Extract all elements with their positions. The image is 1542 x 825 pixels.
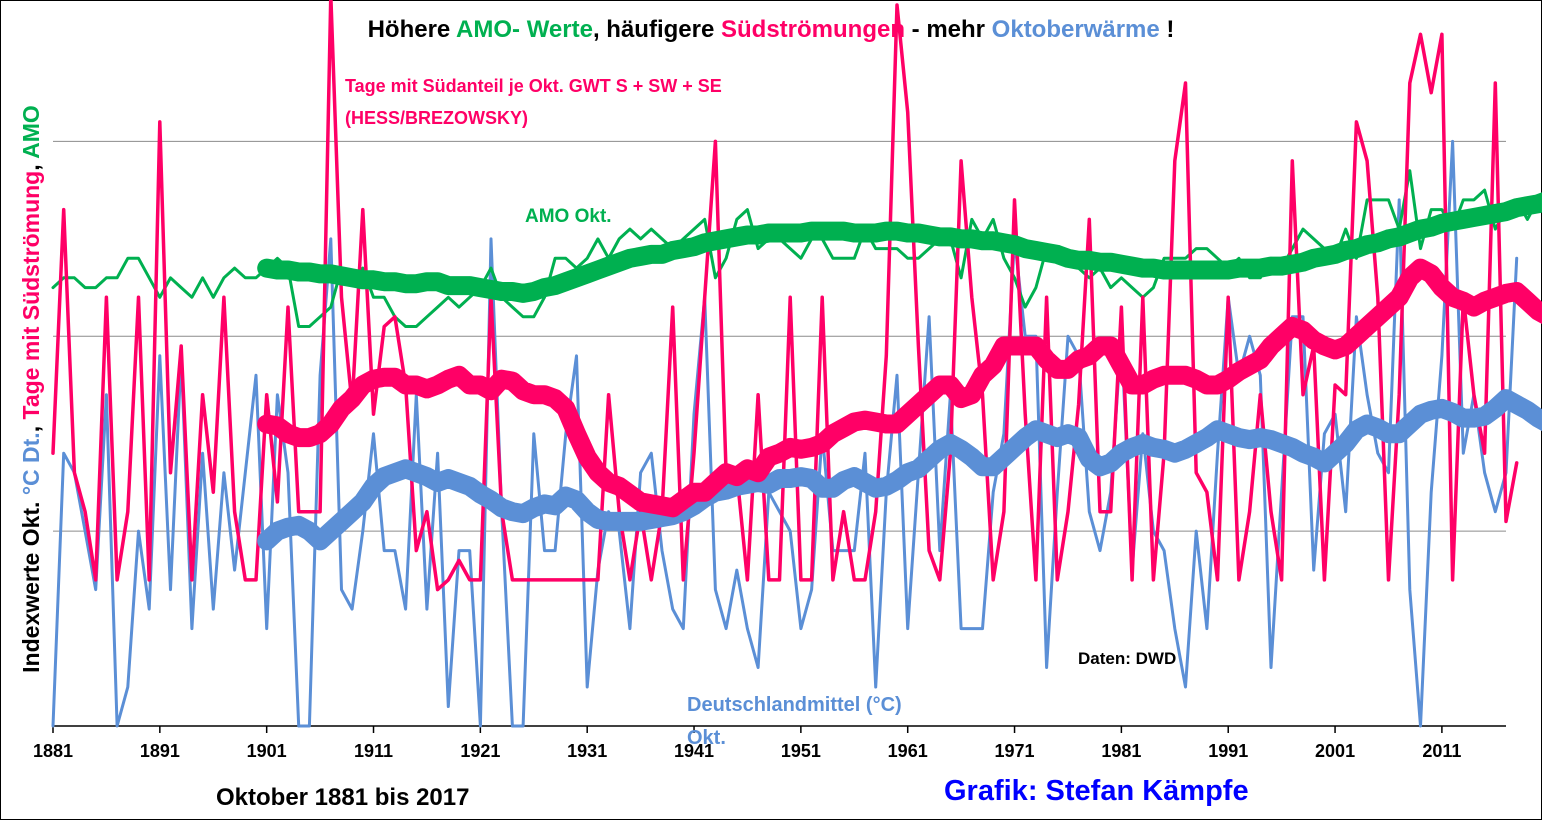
- y-axis-label-part: AMO: [18, 105, 44, 159]
- y-axis-label-part: ,: [18, 420, 44, 433]
- temp-annotation-line2: Okt.: [687, 727, 726, 749]
- x-tick-label: 2001: [1315, 741, 1355, 761]
- x-tick-label: 2011: [1422, 741, 1461, 761]
- credit-label: Grafik: Stefan Kämpfe: [944, 775, 1249, 807]
- x-tick-label: 1951: [781, 741, 821, 761]
- x-tick-label: 1881: [33, 741, 73, 761]
- x-tick-label: 1991: [1208, 741, 1248, 761]
- y-axis-label-part: Tage mit Südströmung: [18, 171, 44, 420]
- chart-title-part: Südströmungen: [721, 16, 905, 43]
- chart-title-part: , häufigere: [593, 16, 721, 43]
- x-tick-label: 1901: [247, 741, 287, 761]
- x-tick-label: 1891: [140, 741, 180, 761]
- y-axis-label-part: ,: [18, 159, 44, 171]
- x-tick-label: 1971: [995, 741, 1035, 761]
- chart-title-part: - mehr: [905, 16, 992, 43]
- y-axis-label: Indexwerte Okt. °C Dt., Tage mit Südströ…: [18, 105, 44, 673]
- x-tick-label: 1961: [888, 741, 928, 761]
- x-axis-label: Oktober 1881 bis 2017: [216, 784, 469, 811]
- chart-title-part: !: [1160, 16, 1175, 43]
- amo-annotation: AMO Okt.: [525, 206, 612, 227]
- x-tick-label: 1911: [354, 741, 393, 761]
- y-axis-label-part: Indexwerte Okt.: [18, 495, 44, 673]
- chart-title-part: AMO- Werte: [456, 16, 593, 43]
- south-annotation-line1: Tage mit Südanteil je Okt. GWT S + SW + …: [345, 76, 722, 96]
- x-tick-label: 1981: [1101, 741, 1141, 761]
- x-tick-label: 1921: [460, 741, 500, 761]
- chart-title: Höhere AMO- Werte, häufigere Südströmung…: [368, 16, 1175, 43]
- chart-title-part: Oktoberwärme: [992, 16, 1160, 43]
- source-label: Daten: DWD: [1078, 649, 1176, 668]
- x-tick-label: 1931: [567, 741, 607, 761]
- chart-title-part: Höhere: [368, 16, 456, 43]
- south-annotation-line2: (HESS/BREZOWSKY): [345, 108, 528, 128]
- y-axis-label-part: °C Dt.: [18, 432, 44, 495]
- temp-annotation-line1: Deutschlandmittel (°C): [687, 694, 902, 716]
